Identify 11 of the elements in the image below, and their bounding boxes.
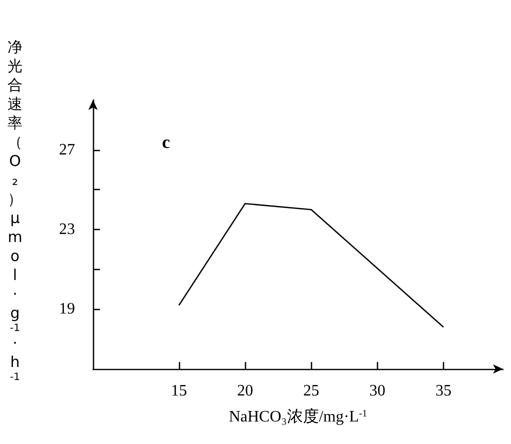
annotation: c [162, 132, 170, 152]
x-tick-label: 35 [435, 382, 452, 400]
x-tick-label: 20 [237, 382, 254, 400]
x-tick-label: 15 [170, 382, 187, 400]
x-tick-label: 30 [369, 382, 386, 400]
x-tick-label: 25 [303, 382, 320, 400]
y-tick-label: 19 [59, 300, 75, 318]
y-tick-label: 23 [59, 221, 75, 238]
text: 净光合速率（O₂）μmol·g-1·h-1 [8, 38, 22, 383]
y-tick-label: 27 [59, 141, 75, 158]
line-series [178, 202, 444, 328]
